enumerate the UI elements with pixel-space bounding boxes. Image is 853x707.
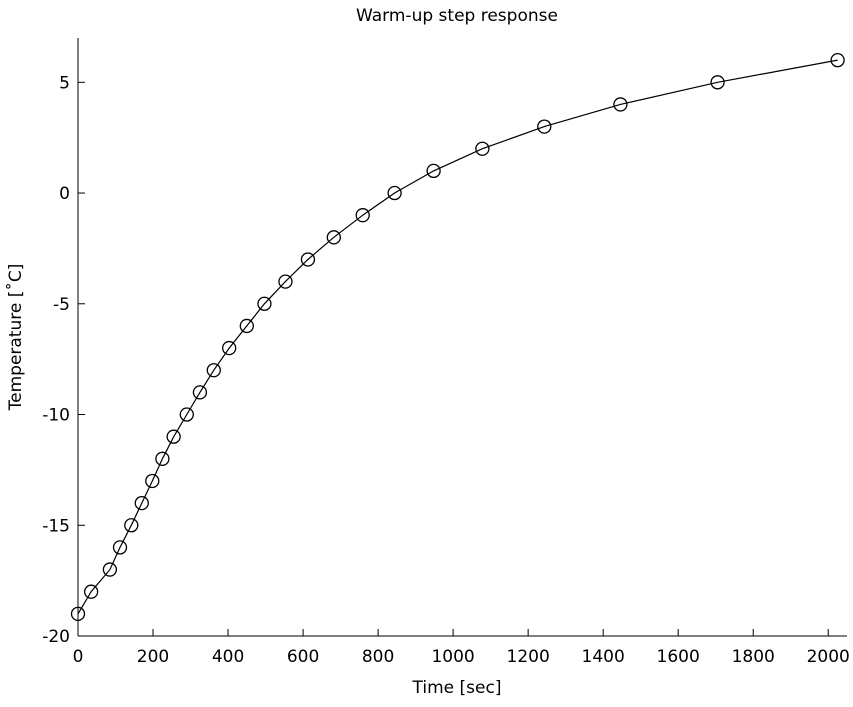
data-point <box>206 363 221 378</box>
data-point <box>222 340 237 356</box>
y-tick-label: -5 <box>53 295 70 315</box>
data-point <box>124 518 139 533</box>
data-point <box>300 252 316 267</box>
data-point <box>134 495 149 511</box>
x-tick-label: 0 <box>73 647 84 667</box>
x-tick-label: 400 <box>212 647 244 667</box>
data-point <box>192 385 208 400</box>
y-tick-label: 0 <box>59 184 70 204</box>
data-point <box>257 296 272 311</box>
chart-title: Warm-up step response <box>356 6 558 26</box>
x-tick-label: 1800 <box>732 647 775 667</box>
x-tick-label: 800 <box>362 647 394 667</box>
data-point <box>278 274 293 289</box>
x-tick-label: 600 <box>287 647 319 667</box>
data-point <box>537 119 552 134</box>
data-point <box>710 75 725 90</box>
data-point <box>112 540 128 555</box>
plot-area <box>70 52 845 622</box>
x-tick-label: 200 <box>137 647 169 667</box>
data-point <box>166 429 181 444</box>
series-line <box>77 59 838 615</box>
data-point <box>475 141 490 156</box>
data-point <box>326 230 341 245</box>
data-point <box>102 562 118 577</box>
y-tick-label: -10 <box>42 406 70 426</box>
y-tick-label: -20 <box>42 627 70 647</box>
x-tick-label: 1000 <box>431 647 474 667</box>
data-point <box>155 451 170 466</box>
y-tick-label: 5 <box>59 73 70 93</box>
axes: 0 200 400 600 800 1000 1200 1400 1600 1800 2000 -20… <box>42 38 850 667</box>
data-point <box>426 163 441 179</box>
x-tick-label: 1400 <box>582 647 625 667</box>
data-point <box>830 52 845 68</box>
data-point <box>355 208 370 223</box>
y-tick-label: -15 <box>42 516 70 536</box>
y-axis-label: Temperature [˚C] <box>5 264 26 412</box>
x-tick-label: 1200 <box>507 647 550 667</box>
data-point <box>239 318 254 334</box>
data-point <box>387 185 402 201</box>
x-tick-label: 1600 <box>657 647 700 667</box>
data-point <box>179 407 194 422</box>
data-point <box>70 606 86 622</box>
data-point <box>613 97 628 112</box>
data-point <box>83 584 99 599</box>
x-tick-label: 2000 <box>807 647 850 667</box>
x-axis-label: Time [sec] <box>412 678 502 698</box>
data-point <box>145 473 160 489</box>
